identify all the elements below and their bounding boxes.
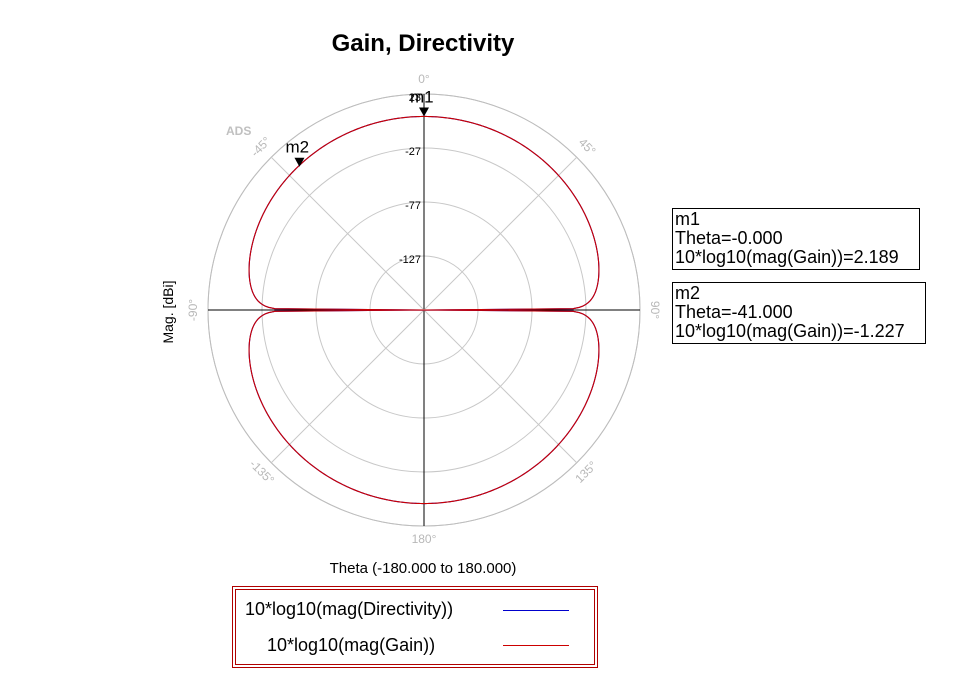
marker-m1-name: m1 [675,209,701,229]
marker-m1-value: 10*log10(mag(Gain))=2.189 [675,247,899,267]
marker-m2-value: 10*log10(mag(Gain))=-1.227 [675,321,905,341]
radial-tick-label-3: -127 [399,254,421,266]
angle-tick-label-1: 45° [576,135,599,158]
marker-m1-theta: Theta=-0.000 [675,228,783,248]
marker-m2-name: m2 [675,283,701,303]
series-line-1 [248,115,600,505]
marker-m1-readout: m1 Theta=-0.000 10*log10(mag(Gain))=2.18… [672,208,920,270]
marker-m2-readout: m2 Theta=-41.000 10*log10(mag(Gain))=-1.… [672,282,926,344]
marker-m1-label: m1 [410,87,434,106]
angle-tick-label-2: 90° [648,301,662,319]
angle-tick-label-4: 180° [412,532,437,546]
radial-tick-label-2: -77 [405,200,421,212]
marker-m2-theta: Theta=-41.000 [675,302,793,322]
x-axis-label: Theta (-180.000 to 180.000) [329,560,517,577]
legend-entry-gain-label: 10*log10(mag(Gain)) [267,635,436,655]
ads-watermark: ADS [226,124,251,138]
legend-entry-directivity-swatch [503,610,569,611]
angle-tick-label-0: 0° [418,72,430,86]
marker-m1-triangle [419,107,429,117]
angle-tick-label-6: -90° [186,299,200,321]
legend-entry-gain-swatch [503,645,569,646]
marker-m2-label: m2 [285,138,309,157]
marker-m2-triangle [294,157,305,167]
angle-tick-label-7: -45° [248,134,274,160]
legend-entry-directivity-label: 10*log10(mag(Directivity)) [245,599,454,619]
radial-tick-label-1: -27 [405,146,421,158]
legend: 10*log10(mag(Directivity)) 10*log10(mag(… [232,586,598,668]
chart-title: Gain, Directivity [331,30,515,57]
radial-tick-label-0: 23 [409,92,421,104]
y-axis-label: Mag. [dBi] [160,280,176,344]
